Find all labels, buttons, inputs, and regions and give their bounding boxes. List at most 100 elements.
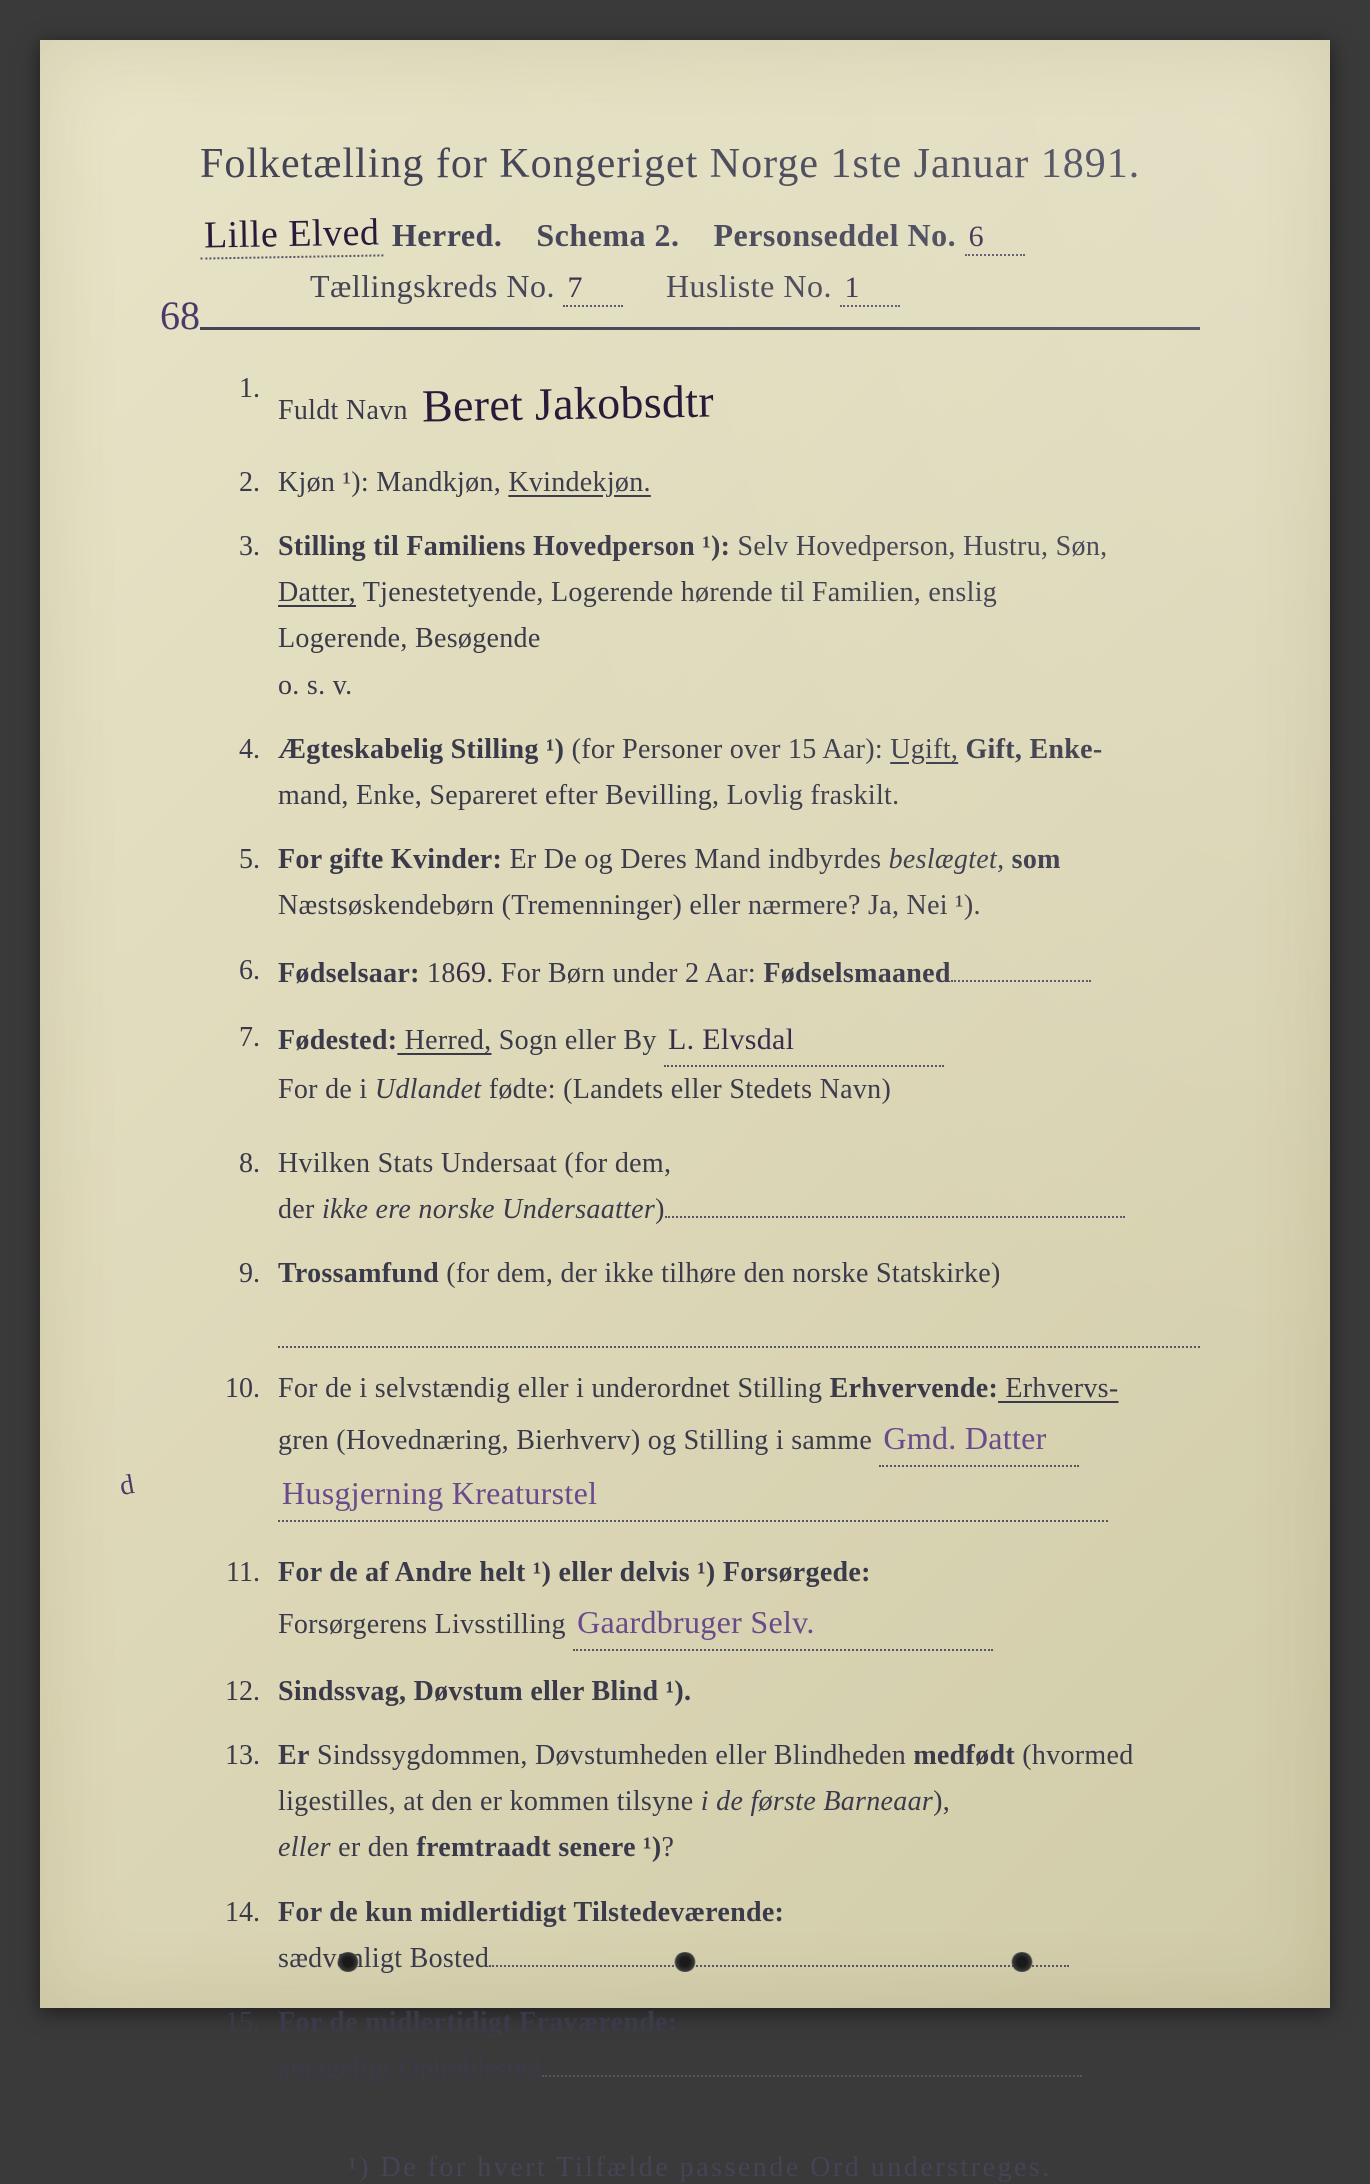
item-body: For de af Andre helt ¹) eller delvis ¹) … bbox=[278, 1550, 1200, 1651]
item-body: Hvilken Stats Undersaat (for dem, der ik… bbox=[278, 1141, 1200, 1233]
field-label: Fødselsmaaned bbox=[763, 958, 950, 989]
header-line-3: Tællingskreds No. 7 Husliste No. 1 bbox=[200, 268, 1200, 307]
hole-icon bbox=[336, 1952, 360, 1972]
provider-handwritten: Gaardbruger Selv. bbox=[577, 1604, 815, 1640]
item-13: 13. Er Sindssygdommen, Døvstumheden elle… bbox=[220, 1733, 1200, 1872]
header-line-2: Lille Elved Herred. Schema 2. Personsedd… bbox=[200, 212, 1200, 258]
item-number: 4. bbox=[220, 727, 278, 819]
item-number: 7. bbox=[220, 1015, 278, 1113]
item-number: 8. bbox=[220, 1141, 278, 1233]
hole-icon bbox=[673, 1952, 697, 1972]
blank-field bbox=[278, 1303, 1200, 1348]
occupation-handwritten: Gmd. Datter bbox=[879, 1412, 1079, 1467]
text: beslægtet, bbox=[889, 844, 1005, 875]
name-handwritten: Beret Jakobsdtr bbox=[422, 363, 715, 444]
text: fødte: (Landets eller Stedets Navn) bbox=[481, 1074, 891, 1105]
field-label: Sindssvag, Døvstum eller Blind ¹). bbox=[278, 1676, 691, 1707]
field-label: Trossamfund bbox=[278, 1258, 439, 1289]
blank-field bbox=[665, 1190, 1125, 1218]
field-label: Fødselsaar: bbox=[278, 958, 420, 989]
text: Forsørgerens Livsstilling bbox=[278, 1609, 566, 1640]
item-number: 2. bbox=[220, 460, 278, 506]
schema-label: Schema 2. bbox=[536, 217, 679, 253]
item-3: 3. Stilling til Familiens Hovedperson ¹)… bbox=[220, 524, 1200, 709]
text: Tjenestetyende, Logerende hørende til Fa… bbox=[356, 577, 997, 608]
text: Selv Hovedperson, Hustru, Søn, bbox=[730, 531, 1107, 562]
text: ligestilles, at den er kommen tilsyne bbox=[278, 1786, 701, 1817]
herred-handwritten: Lille Elved bbox=[200, 210, 384, 259]
binding-holes bbox=[40, 1952, 1330, 1972]
item-1: 1. Fuldt Navn Beret Jakobsdtr bbox=[220, 366, 1200, 442]
field-label: Forsørgede: bbox=[723, 1557, 871, 1588]
item-10: 10. For de i selvstændig eller i underor… bbox=[220, 1366, 1200, 1522]
item-15: 15. For de midlertidigt Fraværende: anta… bbox=[220, 2000, 1200, 2092]
item-number: 9. bbox=[220, 1251, 278, 1348]
item-body: Fuldt Navn Beret Jakobsdtr bbox=[278, 366, 1200, 442]
item-number: 5. bbox=[220, 837, 278, 929]
text: i de første Barneaar bbox=[701, 1786, 933, 1817]
occupation-handwritten-2: Husgjerning Kreaturstel bbox=[282, 1475, 597, 1511]
item-number: 11. bbox=[220, 1550, 278, 1651]
field-label: Fødested: bbox=[278, 1025, 397, 1056]
field-label: For de kun midlertidigt Tilstedeværende: bbox=[278, 1897, 784, 1928]
text: antageligt Opholdssted bbox=[278, 2053, 542, 2084]
census-form-page: 68 d Folketælling for Kongeriget Norge 1… bbox=[40, 40, 1330, 2008]
margin-number: 68 bbox=[160, 292, 200, 339]
item-body: Stilling til Familiens Hovedperson ¹): S… bbox=[278, 524, 1200, 709]
text: ? bbox=[661, 1832, 674, 1863]
text: 18 bbox=[420, 958, 456, 989]
selected-option: Herred, bbox=[397, 1025, 491, 1056]
item-body: For gifte Kvinder: Er De og Deres Mand i… bbox=[278, 837, 1200, 929]
item-6: 6. Fødselsaar: 1869. For Børn under 2 Aa… bbox=[220, 948, 1200, 998]
field-label: For de midlertidigt Fraværende: bbox=[278, 2007, 677, 2038]
personseddel-no: 6 bbox=[965, 220, 1025, 256]
divider-rule bbox=[200, 327, 1200, 330]
text: Gift, Enke- bbox=[958, 734, 1102, 765]
personseddel-label: Personseddel No. bbox=[713, 217, 956, 253]
item-12: 12. Sindssvag, Døvstum eller Blind ¹). bbox=[220, 1669, 1200, 1715]
text: For de i selvstændig eller i underordnet… bbox=[278, 1373, 830, 1404]
field-label: Ægteskabelig Stilling ¹) bbox=[278, 734, 564, 765]
husliste-no: 1 bbox=[840, 271, 900, 307]
form-header: Folketælling for Kongeriget Norge 1ste J… bbox=[200, 140, 1200, 307]
item-9: 9. Trossamfund (for dem, der ikke tilhør… bbox=[220, 1251, 1200, 1348]
item-body: Trossamfund (for dem, der ikke tilhøre d… bbox=[278, 1251, 1200, 1348]
text: ) bbox=[655, 1194, 665, 1225]
selected-option: Kvindekjøn. bbox=[508, 467, 651, 498]
selected-option: Datter, bbox=[278, 577, 356, 608]
text: gren (Hovednæring, Bierhverv) og Stillin… bbox=[278, 1425, 872, 1456]
text: mand, Enke, Separeret efter Bevilling, L… bbox=[278, 780, 899, 811]
text: Er De og Deres Mand indbyrdes bbox=[502, 844, 888, 875]
item-4: 4. Ægteskabelig Stilling ¹) (for Persone… bbox=[220, 727, 1200, 819]
text: Erhvervs- bbox=[998, 1373, 1118, 1404]
field-label: Er bbox=[278, 1740, 310, 1771]
text: ikke ere norske Undersaatter bbox=[322, 1194, 655, 1225]
blank-field bbox=[542, 2049, 1082, 2077]
text: Sindssygdommen, Døvstumheden eller Blind… bbox=[310, 1740, 914, 1771]
text: (for dem, der ikke tilhøre den norske St… bbox=[439, 1258, 1001, 1289]
text: som bbox=[1004, 844, 1060, 875]
text: medfødt bbox=[913, 1740, 1015, 1771]
selected-option: Ugift, bbox=[890, 734, 958, 765]
text: Kjøn ¹): Mandkjøn, bbox=[278, 467, 508, 498]
main-title: Folketælling for Kongeriget Norge 1ste J… bbox=[200, 140, 1200, 188]
item-8: 8. Hvilken Stats Undersaat (for dem, der… bbox=[220, 1141, 1200, 1233]
blank-field bbox=[951, 954, 1091, 982]
year-handwritten: 69 bbox=[456, 956, 487, 989]
item-body: Er Sindssygdommen, Døvstumheden eller Bl… bbox=[278, 1733, 1200, 1872]
text: (hvormed bbox=[1015, 1740, 1134, 1771]
text: . For Børn under 2 Aar: bbox=[486, 958, 763, 989]
text: For de af Andre helt ¹) eller delvis ¹) bbox=[278, 1557, 723, 1588]
husliste-label: Husliste No. bbox=[666, 268, 832, 304]
text: er den bbox=[331, 1832, 417, 1863]
field-label: Erhvervende: bbox=[830, 1373, 998, 1404]
text: eller bbox=[278, 1832, 331, 1863]
text: Logerende, Besøgende bbox=[278, 623, 541, 654]
field-label: Fuldt Navn bbox=[278, 395, 408, 426]
field-label: Stilling til Familiens Hovedperson ¹): bbox=[278, 531, 730, 562]
item-number: 13. bbox=[220, 1733, 278, 1872]
text: der bbox=[278, 1194, 322, 1225]
text: Sogn eller By bbox=[491, 1025, 656, 1056]
item-body: Ægteskabelig Stilling ¹) (for Personer o… bbox=[278, 727, 1200, 819]
text: Næstsøskendebørn (Tremenninger) eller næ… bbox=[278, 890, 981, 921]
